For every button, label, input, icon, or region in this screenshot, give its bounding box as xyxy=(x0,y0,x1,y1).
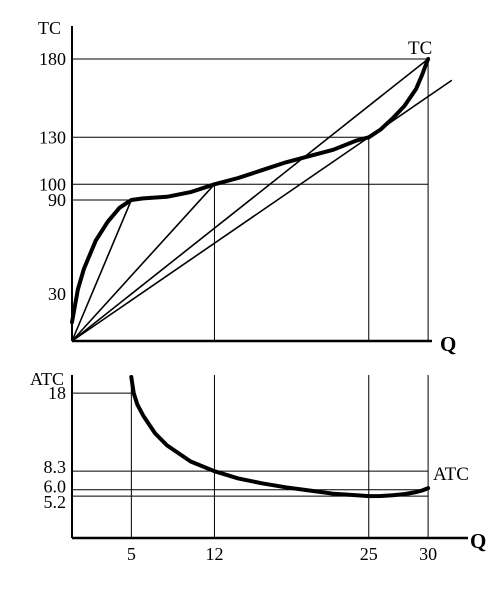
tc-curve-label: TC xyxy=(408,38,432,59)
atc-series xyxy=(129,375,431,499)
atc-x-tick-label-12: 12 xyxy=(205,544,223,564)
tc-series xyxy=(70,56,431,325)
tc-y-tick-label-100: 100 xyxy=(39,174,66,194)
tc-ray-0 xyxy=(71,199,133,342)
atc-y-tick-label-5.2: 5.2 xyxy=(44,492,67,512)
atc-y-axis-label: ATC xyxy=(30,369,64,389)
atc-x-tick-label-5: 5 xyxy=(127,544,136,564)
atc-x-tick-labels: 5 12 25 30 xyxy=(127,544,437,564)
tc-y-tick-label-30: 30 xyxy=(48,284,66,304)
tc-curve xyxy=(70,56,431,325)
atc-vertical-reference-lines xyxy=(130,375,429,538)
tc-x-axis-label: Q xyxy=(440,332,456,356)
tc-ray-2 xyxy=(71,58,429,342)
atc-x-tick-label-30: 30 xyxy=(419,544,437,564)
atc-panel: ATC Q 18 8.36.05.2 5 12 25 30 ATC xyxy=(30,369,486,564)
tc-axes: TC Q xyxy=(38,18,456,356)
tc-reference-lines xyxy=(72,58,429,341)
tc-ray-3 xyxy=(71,79,453,342)
tc-y-tick-label-180: 180 xyxy=(39,49,66,69)
tc-y-tick-label-130: 130 xyxy=(39,127,66,147)
tc-y-tick-label-90: 90 xyxy=(48,190,66,210)
tc-ray-1 xyxy=(71,183,216,342)
atc-y-tick-label-6.0: 6.0 xyxy=(44,477,67,497)
atc-curve xyxy=(129,375,431,499)
tc-y-axis-label: TC xyxy=(38,18,61,38)
atc-y-tick-label-8.3: 8.3 xyxy=(44,457,67,477)
atc-curve-label: ATC xyxy=(433,464,469,485)
atc-x-tick-label-25: 25 xyxy=(360,544,378,564)
atc-axes: ATC Q xyxy=(30,369,486,553)
atc-x-axis-label: Q xyxy=(470,529,486,553)
atc-y-tick-labels: 18 8.36.05.2 xyxy=(44,383,67,512)
atc-y-tick-label-18: 18 xyxy=(48,383,66,403)
